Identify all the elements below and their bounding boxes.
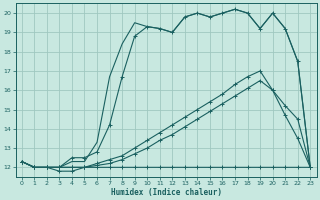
X-axis label: Humidex (Indice chaleur): Humidex (Indice chaleur) (110, 188, 221, 197)
